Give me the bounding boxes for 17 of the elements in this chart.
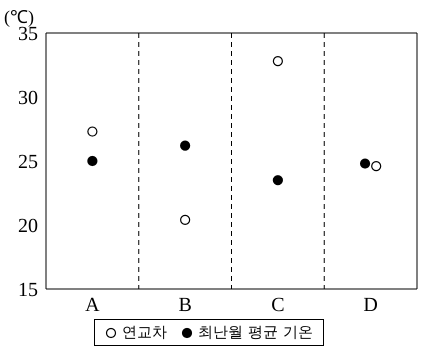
x-tick-label: C [271, 294, 285, 316]
point [180, 140, 190, 151]
point [87, 156, 98, 166]
y-axis-title: (℃) [4, 6, 34, 27]
legend-label: 최난월 평균 기온 [198, 323, 313, 342]
y-tick-label: 15 [18, 279, 38, 302]
point [87, 126, 98, 137]
point [272, 175, 283, 186]
x-tick-label: A [85, 294, 100, 316]
y-tick-label: 25 [18, 151, 38, 174]
point [180, 214, 190, 225]
x-tick-label: D [363, 294, 378, 316]
y-tick-label: 20 [18, 215, 38, 238]
legend-label: 연교차 [122, 323, 168, 342]
x-tick-label: B [178, 294, 192, 316]
point [272, 56, 283, 66]
y-tick-label: 30 [18, 87, 38, 110]
